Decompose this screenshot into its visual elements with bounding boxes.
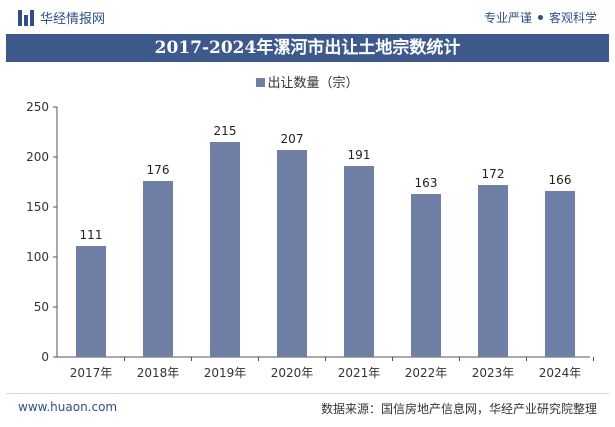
x-tick-label: 2020年 [271,366,314,380]
brand-logo-icon [18,9,34,26]
tagline: 专业严谨 客观科学 [484,9,597,26]
bar [478,185,508,357]
x-tick-label: 2022年 [405,366,448,380]
y-tick-label: 250 [26,100,49,114]
bar [76,246,106,357]
x-tick-label: 2024年 [539,366,582,380]
x-axis: 2017年 2018年 2019年 2020年 2021年 2022年 2023年 2024年 [57,356,594,380]
data-label: 163 [415,176,438,190]
brand[interactable]: 华经情报网 [18,8,105,27]
x-tick-label: 2021年 [338,366,381,380]
bar [545,191,575,357]
data-source: 数据来源：国信房地产信息网，华经产业研究院整理 [320,402,597,416]
footer-url[interactable]: www.huaon.com [18,400,118,414]
data-label: 215 [214,124,237,138]
y-tick-label: 150 [26,200,49,214]
bullet-icon [537,15,543,20]
x-tick-label: 2018年 [137,366,180,380]
data-label: 111 [80,228,103,242]
y-axis: 0 50 100 150 200 250 [26,100,58,364]
x-tick-label: 2023年 [472,366,515,380]
x-tick-label: 2019年 [204,366,247,380]
brand-name: 华经情报网 [40,12,106,27]
tagline-right: 客观科学 [548,11,597,25]
bar [277,150,307,357]
y-tick-label: 50 [34,300,49,314]
tagline-left: 专业严谨 [483,11,532,25]
chart-title: 2017-2024年漯河市出让土地宗数统计 [6,34,609,62]
y-tick-label: 100 [26,250,49,264]
bar [143,181,173,357]
chart-legend: 出让数量（宗） [0,72,615,91]
data-label: 191 [348,148,371,162]
data-label: 207 [281,132,304,146]
data-label: 166 [549,173,572,187]
footer-divider [6,393,609,394]
bars: 111 176 215 207 191 163 172 166 [76,124,575,357]
data-label: 172 [482,167,505,181]
data-label: 176 [147,163,170,177]
y-tick-label: 0 [41,350,49,364]
legend-label: 出让数量（宗） [267,76,359,91]
bar [411,194,441,357]
bar [344,166,374,357]
legend-swatch [256,78,266,87]
top-bar: 华经情报网 专业严谨 客观科学 [0,0,615,34]
bar [210,142,240,357]
x-tick-label: 2017年 [70,366,113,380]
y-tick-label: 200 [26,150,49,164]
